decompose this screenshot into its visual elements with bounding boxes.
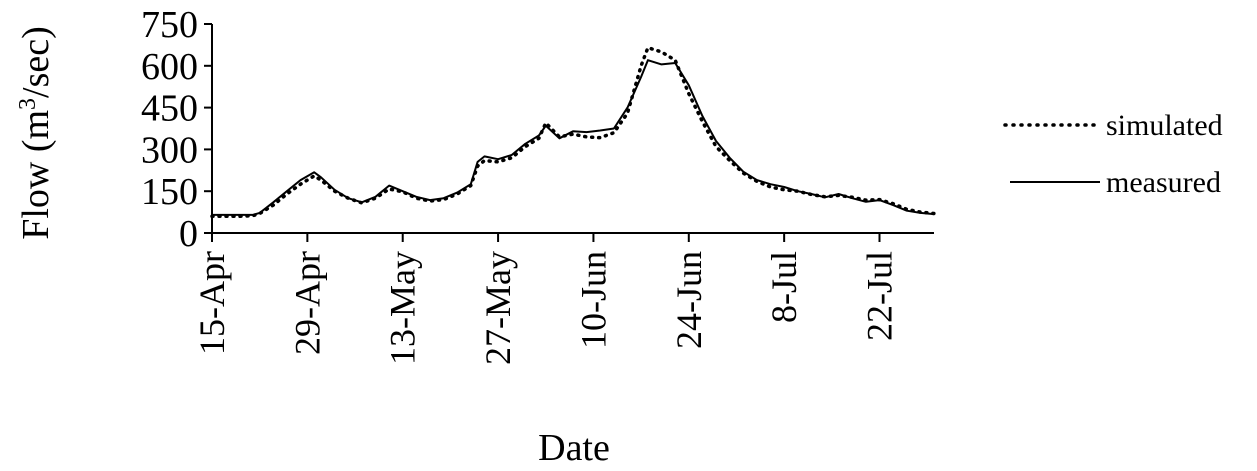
y-axis-title-main: Flow (m <box>15 110 57 240</box>
x-axis-title: Date <box>538 427 610 469</box>
series-layer <box>210 45 936 219</box>
x-tick-label: 13-May <box>383 251 423 365</box>
x-tick-label: 15-Apr <box>192 251 232 355</box>
x-tick-label: 8-Jul <box>764 251 804 323</box>
x-tick-label: 27-May <box>478 251 518 365</box>
y-tick-label: 0 <box>179 213 198 255</box>
y-tick-label: 600 <box>141 46 198 88</box>
y-tick-label: 300 <box>141 129 198 171</box>
y-tick-label: 150 <box>141 171 198 213</box>
x-tick-label: 29-Apr <box>287 251 327 355</box>
legend: simulated measured <box>1003 109 1223 199</box>
x-tick-label: 24-Jun <box>669 251 709 349</box>
x-tick-label: 10-Jun <box>573 251 613 349</box>
y-tick-label: 450 <box>141 88 198 130</box>
y-axis-title-tail: /sec) <box>15 26 57 98</box>
y-axis-title-sup: 3 <box>15 98 41 110</box>
series-line-measured <box>212 59 935 216</box>
y-axis-title: Flow (m3/sec) <box>15 26 57 240</box>
x-tick-label: 22-Jul <box>860 251 900 341</box>
series-line-simulated <box>210 45 936 219</box>
legend-label-measured: measured <box>1106 166 1221 199</box>
y-tick-label: 750 <box>141 4 198 46</box>
legend-label-simulated: simulated <box>1106 109 1223 142</box>
x-ticks: 15-Apr 29-Apr 13-May 27-May 10-Jun 24-Jun 8-Ju… <box>192 233 900 365</box>
